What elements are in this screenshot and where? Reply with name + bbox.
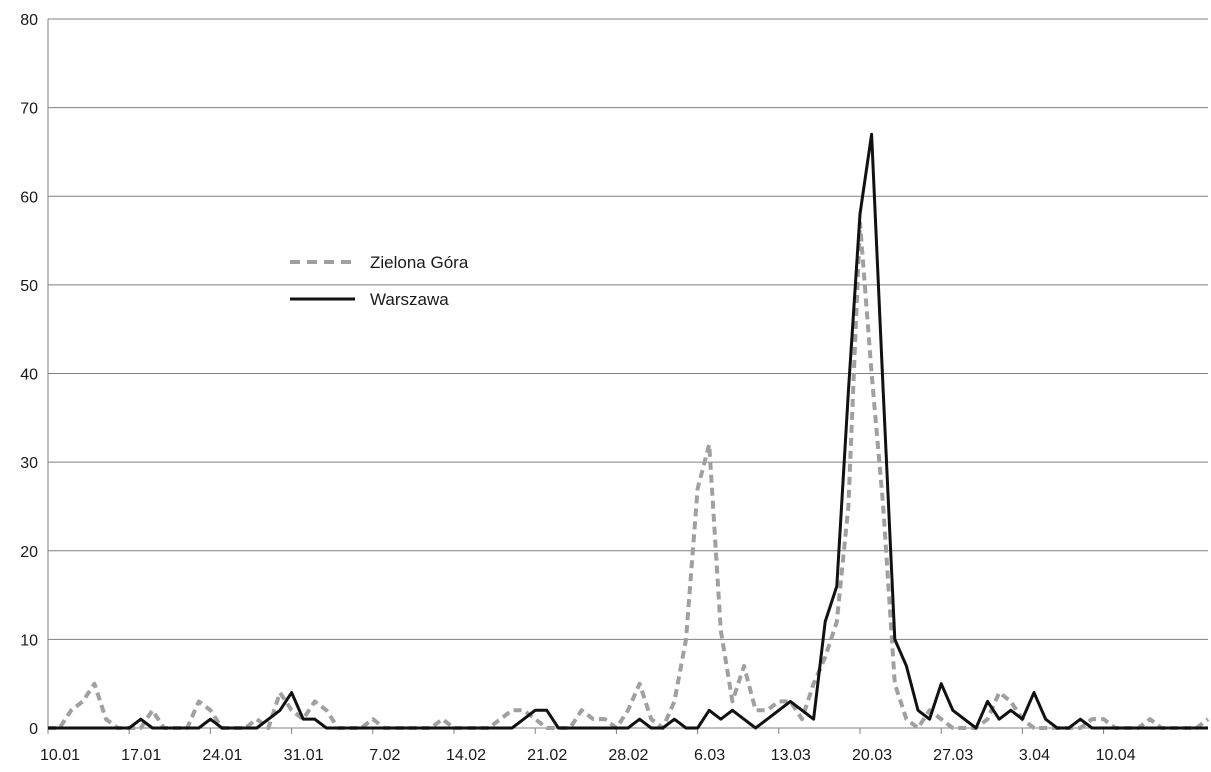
- series-lines: [48, 132, 1210, 730]
- y-tick-label: 0: [29, 721, 38, 738]
- legend-label-warszawa: Warszawa: [370, 290, 449, 309]
- x-tick-label: 17.01: [121, 747, 161, 764]
- x-tick-label: 10.04: [1096, 747, 1136, 764]
- x-tick-label: 20.03: [852, 747, 892, 764]
- y-tick-label: 10: [20, 632, 38, 649]
- y-axis: 0 10 20 30 40 50 60 70 80: [20, 12, 49, 738]
- x-tick-label: 21.02: [527, 747, 567, 764]
- y-tick-label: 60: [20, 189, 38, 206]
- x-tick-label: 27.03: [933, 747, 973, 764]
- x-tick-label: 13.03: [771, 747, 811, 764]
- x-tick-label: 3.04: [1019, 747, 1050, 764]
- y-tick-label: 20: [20, 544, 38, 561]
- x-axis: 10.01 17.01 24.01 31.01 7.02 14.02 21.02 28.02 6…: [40, 728, 1136, 764]
- x-tick-label: 14.02: [446, 747, 486, 764]
- series-line-warszawa: [48, 132, 1208, 730]
- legend-label-zielona-gora: Zielona Góra: [370, 253, 469, 272]
- x-tick-label: 31.01: [284, 747, 324, 764]
- series-line-zielona-gora: [48, 220, 1210, 730]
- x-tick-label: 28.02: [608, 747, 648, 764]
- y-tick-label: 50: [20, 278, 38, 295]
- y-tick-label: 40: [20, 367, 38, 384]
- x-tick-label: 6.03: [694, 747, 725, 764]
- y-tick-label: 70: [20, 101, 38, 118]
- x-tick-label: 10.01: [40, 747, 80, 764]
- y-tick-label: 30: [20, 455, 38, 472]
- x-tick-label: 24.01: [202, 747, 242, 764]
- x-tick-label: 7.02: [369, 747, 400, 764]
- gridlines: [48, 18, 1208, 729]
- legend: Zielona Góra Warszawa: [290, 253, 469, 309]
- y-tick-label: 80: [20, 12, 38, 29]
